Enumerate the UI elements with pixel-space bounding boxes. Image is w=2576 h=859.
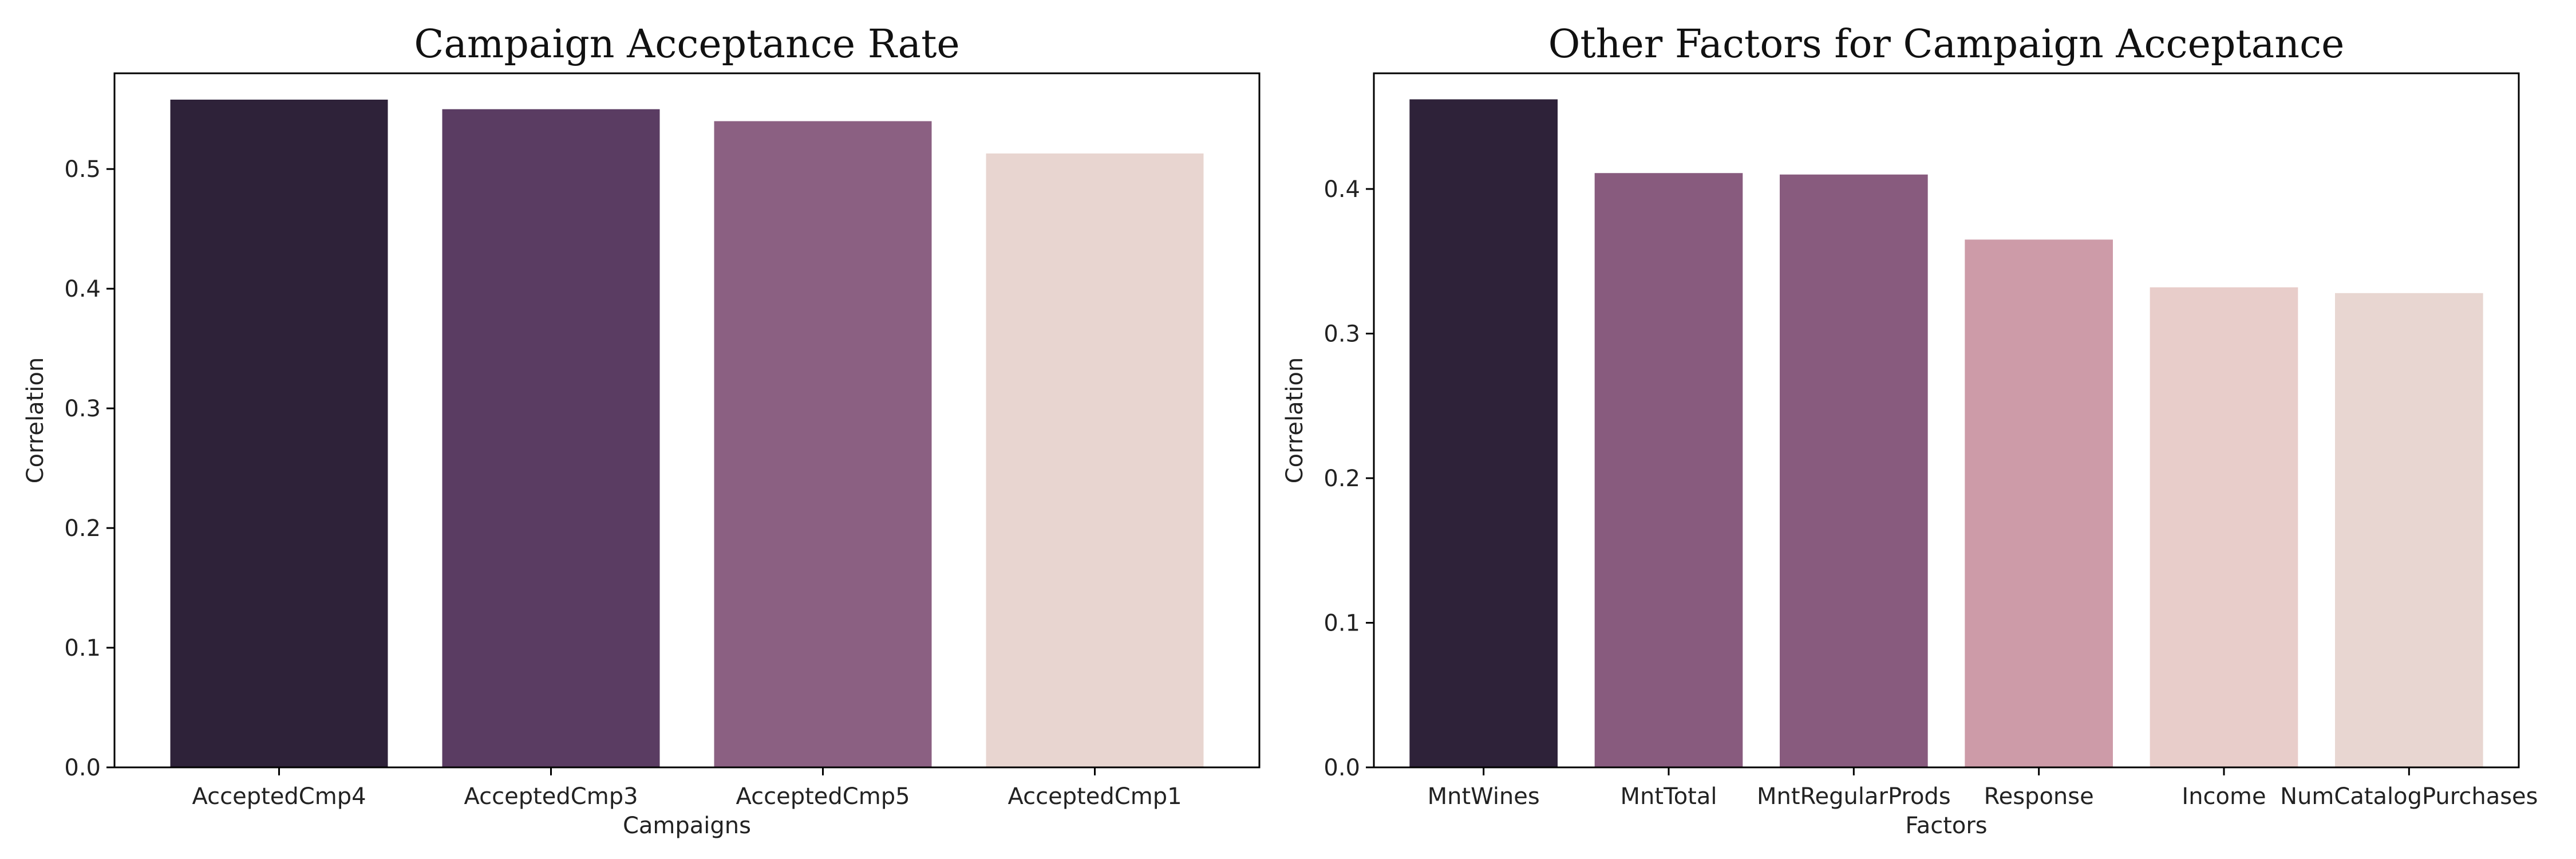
x-tick-label: MntRegularProds bbox=[1757, 783, 1951, 810]
x-tick-label: MntWines bbox=[1428, 783, 1540, 810]
y-axis-label: Correlation bbox=[22, 357, 49, 484]
bar-group bbox=[170, 99, 1204, 768]
y-tick-label: 0.3 bbox=[1323, 321, 1360, 348]
bar-acceptedcmp1 bbox=[986, 153, 1204, 768]
plot-frame bbox=[113, 72, 1261, 769]
bar-income bbox=[2150, 287, 2298, 767]
bar-response bbox=[1965, 239, 2113, 767]
chart-title: Campaign Acceptance Rate bbox=[414, 22, 959, 67]
bar-numcatalogpurchases bbox=[2335, 293, 2483, 767]
x-tick-label: AcceptedCmp4 bbox=[192, 783, 366, 810]
axes: 0.0 0.1 0.2 0.3 0.4 MntWines MntTotal MntRegula… bbox=[1323, 72, 2538, 810]
bar-acceptedcmp5 bbox=[714, 121, 932, 768]
bar-acceptedcmp4 bbox=[170, 99, 388, 767]
x-tick-label: AcceptedCmp5 bbox=[736, 783, 910, 810]
y-tick-label: 0.4 bbox=[1323, 176, 1360, 203]
chart-title: Other Factors for Campaign Acceptance bbox=[1548, 22, 2345, 67]
y-tick-label: 0.2 bbox=[64, 515, 101, 542]
y-tick-label: 0.5 bbox=[64, 156, 101, 183]
y-tick-label: 0.0 bbox=[1323, 755, 1360, 781]
x-tick-label: MntTotal bbox=[1621, 783, 1717, 810]
y-tick-label: 0.1 bbox=[1323, 610, 1360, 637]
plot-frame bbox=[1373, 72, 2520, 769]
chart-panel-other-factors: Other Factors for Campaign Acceptance Fa… bbox=[1282, 22, 2538, 839]
y-tick-label: 0.4 bbox=[64, 276, 101, 302]
bar-acceptedcmp3 bbox=[442, 109, 660, 767]
y-tick-label: 0.3 bbox=[64, 396, 101, 422]
bar-group bbox=[1409, 99, 2483, 768]
axes: 0.0 0.1 0.2 0.3 0.4 0.5 AcceptedCmp4 AcceptedCm… bbox=[64, 72, 1261, 810]
x-tick-label: NumCatalogPurchases bbox=[2280, 783, 2538, 810]
x-tick-label: Response bbox=[1984, 783, 2094, 810]
x-axis-label: Factors bbox=[1905, 813, 1987, 839]
bar-mntwines bbox=[1409, 99, 1558, 768]
bar-mntregularprods bbox=[1780, 174, 1928, 767]
x-tick-label: AcceptedCmp3 bbox=[464, 783, 638, 810]
x-tick-label: Income bbox=[2182, 783, 2266, 810]
x-axis-label: Campaigns bbox=[623, 813, 751, 839]
y-axis-label: Correlation bbox=[1282, 357, 1308, 484]
x-tick-label: AcceptedCmp1 bbox=[1008, 783, 1182, 810]
y-tick-label: 0.0 bbox=[64, 755, 101, 781]
bar-mnttotal bbox=[1594, 173, 1743, 768]
chart-panel-campaign-acceptance: Campaign Acceptance Rate Campaigns Corre… bbox=[22, 22, 1261, 839]
y-tick-label: 0.2 bbox=[1323, 466, 1360, 492]
y-tick-label: 0.1 bbox=[64, 635, 101, 661]
